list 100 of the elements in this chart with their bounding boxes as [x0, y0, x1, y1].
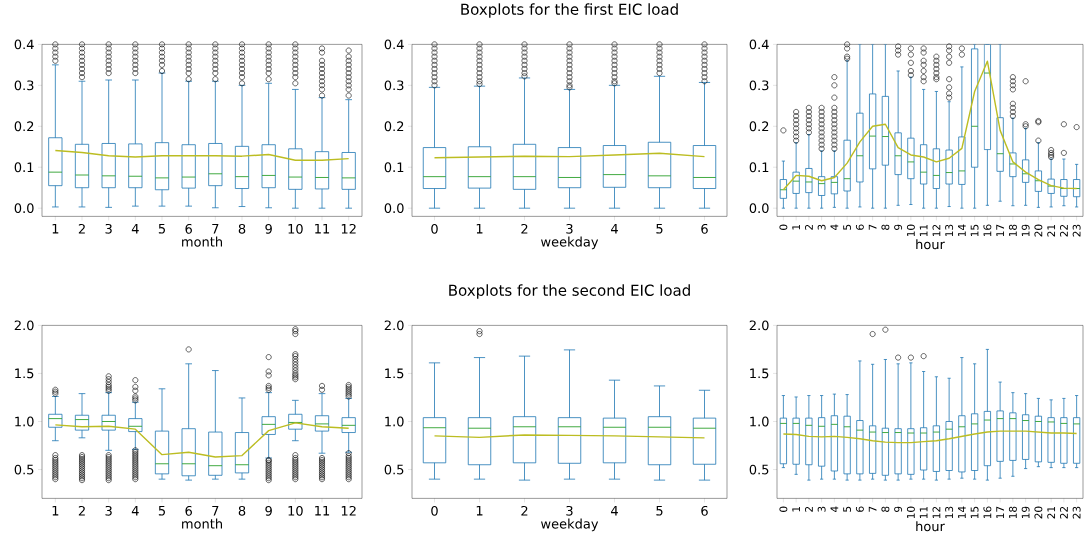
x-tick-label: 4 [131, 505, 139, 516]
y-tick-label: 0.2 [384, 121, 404, 132]
x-tick-label: 19 [1021, 506, 1030, 518]
y-tick-label: 0.0 [749, 203, 769, 213]
x-tick-label: 13 [945, 506, 954, 518]
y-tick-label: 0.3 [749, 80, 769, 91]
x-tick-label: 11 [315, 223, 330, 234]
x-tick-label: 4 [611, 505, 618, 516]
x-tick-label: 9 [265, 223, 272, 234]
y-tick-label: 0.3 [384, 80, 404, 91]
x-tick-label: 10 [906, 224, 915, 236]
x-tick-label: 11 [919, 224, 928, 236]
x-axis-title: weekday [541, 236, 599, 249]
x-tick-label: 3 [566, 505, 573, 516]
x-tick-label: 17 [996, 506, 1004, 518]
x-tick-label: 14 [958, 224, 966, 236]
x-tick-label: 3 [105, 223, 112, 234]
x-tick-label: 1 [792, 506, 800, 512]
y-tick-label: 2.0 [749, 320, 769, 331]
x-tick-label: 2 [78, 505, 85, 516]
x-tick-label: 22 [1059, 224, 1068, 237]
x-tick-label: 2 [804, 224, 813, 230]
x-tick-label: 2 [521, 505, 528, 516]
x-tick-label: 5 [656, 505, 663, 516]
x-tick-label: 4 [830, 224, 839, 230]
x-tick-label: 21 [1047, 224, 1056, 237]
x-tick-label: 2 [78, 223, 85, 234]
y-tick-label: 0.2 [749, 121, 769, 132]
y-tick-label: 0.5 [749, 464, 769, 475]
x-tick-label: 8 [238, 505, 246, 516]
x-tick-label: 8 [881, 224, 890, 230]
x-tick-label: 1 [476, 223, 483, 234]
x-tick-label: 4 [611, 223, 618, 234]
x-tick-label: 11 [919, 506, 928, 518]
x-tick-label: 15 [970, 506, 979, 518]
x-tick-label: 5 [843, 506, 852, 512]
y-tick-label: 0.0 [384, 203, 404, 213]
x-tick-label: 7 [212, 223, 219, 234]
y-tick-label: 0.1 [384, 162, 404, 172]
x-tick-label: 15 [970, 224, 979, 236]
y-tick-label: 0.0 [14, 203, 34, 213]
x-tick-label: 5 [158, 505, 166, 516]
line-series [782, 60, 1078, 191]
x-tick-label: 9 [265, 505, 272, 516]
y-tick-label: 2.0 [14, 320, 34, 331]
x-tick-label: 6 [701, 223, 708, 234]
x-tick-label: 2 [521, 223, 528, 234]
x-axis-title: month [182, 236, 222, 247]
x-tick-label: 4 [131, 223, 139, 234]
y-tick-label: 1.0 [750, 416, 769, 427]
y-tick-label: 1.5 [750, 368, 769, 379]
x-tick-label: 1 [476, 505, 483, 516]
y-tick-label: 1.0 [15, 416, 34, 427]
x-tick-label: 10 [906, 506, 915, 518]
y-tick-label: 0.4 [749, 39, 769, 50]
x-tick-label: 11 [315, 505, 330, 516]
x-tick-label: 0 [779, 224, 788, 230]
x-tick-label: 9 [894, 506, 903, 512]
x-tick-label: 1 [52, 223, 59, 234]
x-tick-label: 18 [1008, 224, 1017, 236]
line-series [54, 422, 350, 458]
x-tick-label: 13 [945, 224, 954, 236]
x-tick-label: 22 [1059, 506, 1068, 519]
x-tick-label: 6 [855, 506, 864, 512]
y-tick-label: 0.5 [384, 464, 404, 475]
x-tick-label: 3 [817, 506, 826, 512]
x-tick-label: 5 [656, 223, 663, 234]
x-tick-label: 8 [881, 506, 890, 512]
x-tick-label: 5 [843, 224, 852, 230]
x-tick-label: 7 [868, 506, 877, 512]
x-tick-label: 7 [212, 505, 219, 516]
x-tick-label: 12 [341, 505, 356, 516]
x-axis-title: hour [916, 520, 945, 532]
x-axis-title: hour [916, 238, 945, 250]
x-tick-label: 16 [983, 224, 992, 236]
x-tick-label: 10 [288, 505, 303, 516]
x-tick-label: 12 [932, 224, 941, 236]
x-tick-label: 6 [855, 224, 864, 230]
x-tick-label: 12 [341, 223, 356, 234]
x-tick-label: 1 [52, 505, 59, 516]
x-tick-label: 21 [1047, 506, 1056, 519]
x-tick-label: 0 [431, 505, 438, 516]
y-tick-label: 0.5 [14, 464, 34, 475]
x-tick-label: 6 [185, 505, 192, 516]
y-tick-label: 0.2 [14, 121, 34, 132]
y-tick-label: 0.1 [749, 162, 769, 172]
chart-title: Boxplots for the second EIC load [449, 284, 690, 299]
x-tick-label: 23 [1072, 506, 1081, 519]
y-tick-label: 2.0 [384, 320, 404, 331]
x-tick-label: 0 [779, 506, 788, 512]
x-tick-label: 3 [566, 223, 573, 234]
x-tick-label: 10 [288, 223, 303, 234]
x-tick-label: 9 [894, 224, 903, 230]
y-tick-label: 0.4 [14, 39, 34, 50]
x-tick-label: 6 [185, 223, 192, 234]
x-tick-label: 12 [932, 506, 941, 518]
x-tick-label: 20 [1034, 506, 1043, 519]
x-tick-label: 0 [431, 223, 438, 234]
x-tick-label: 20 [1034, 224, 1043, 237]
y-tick-label: 1.5 [15, 368, 34, 379]
